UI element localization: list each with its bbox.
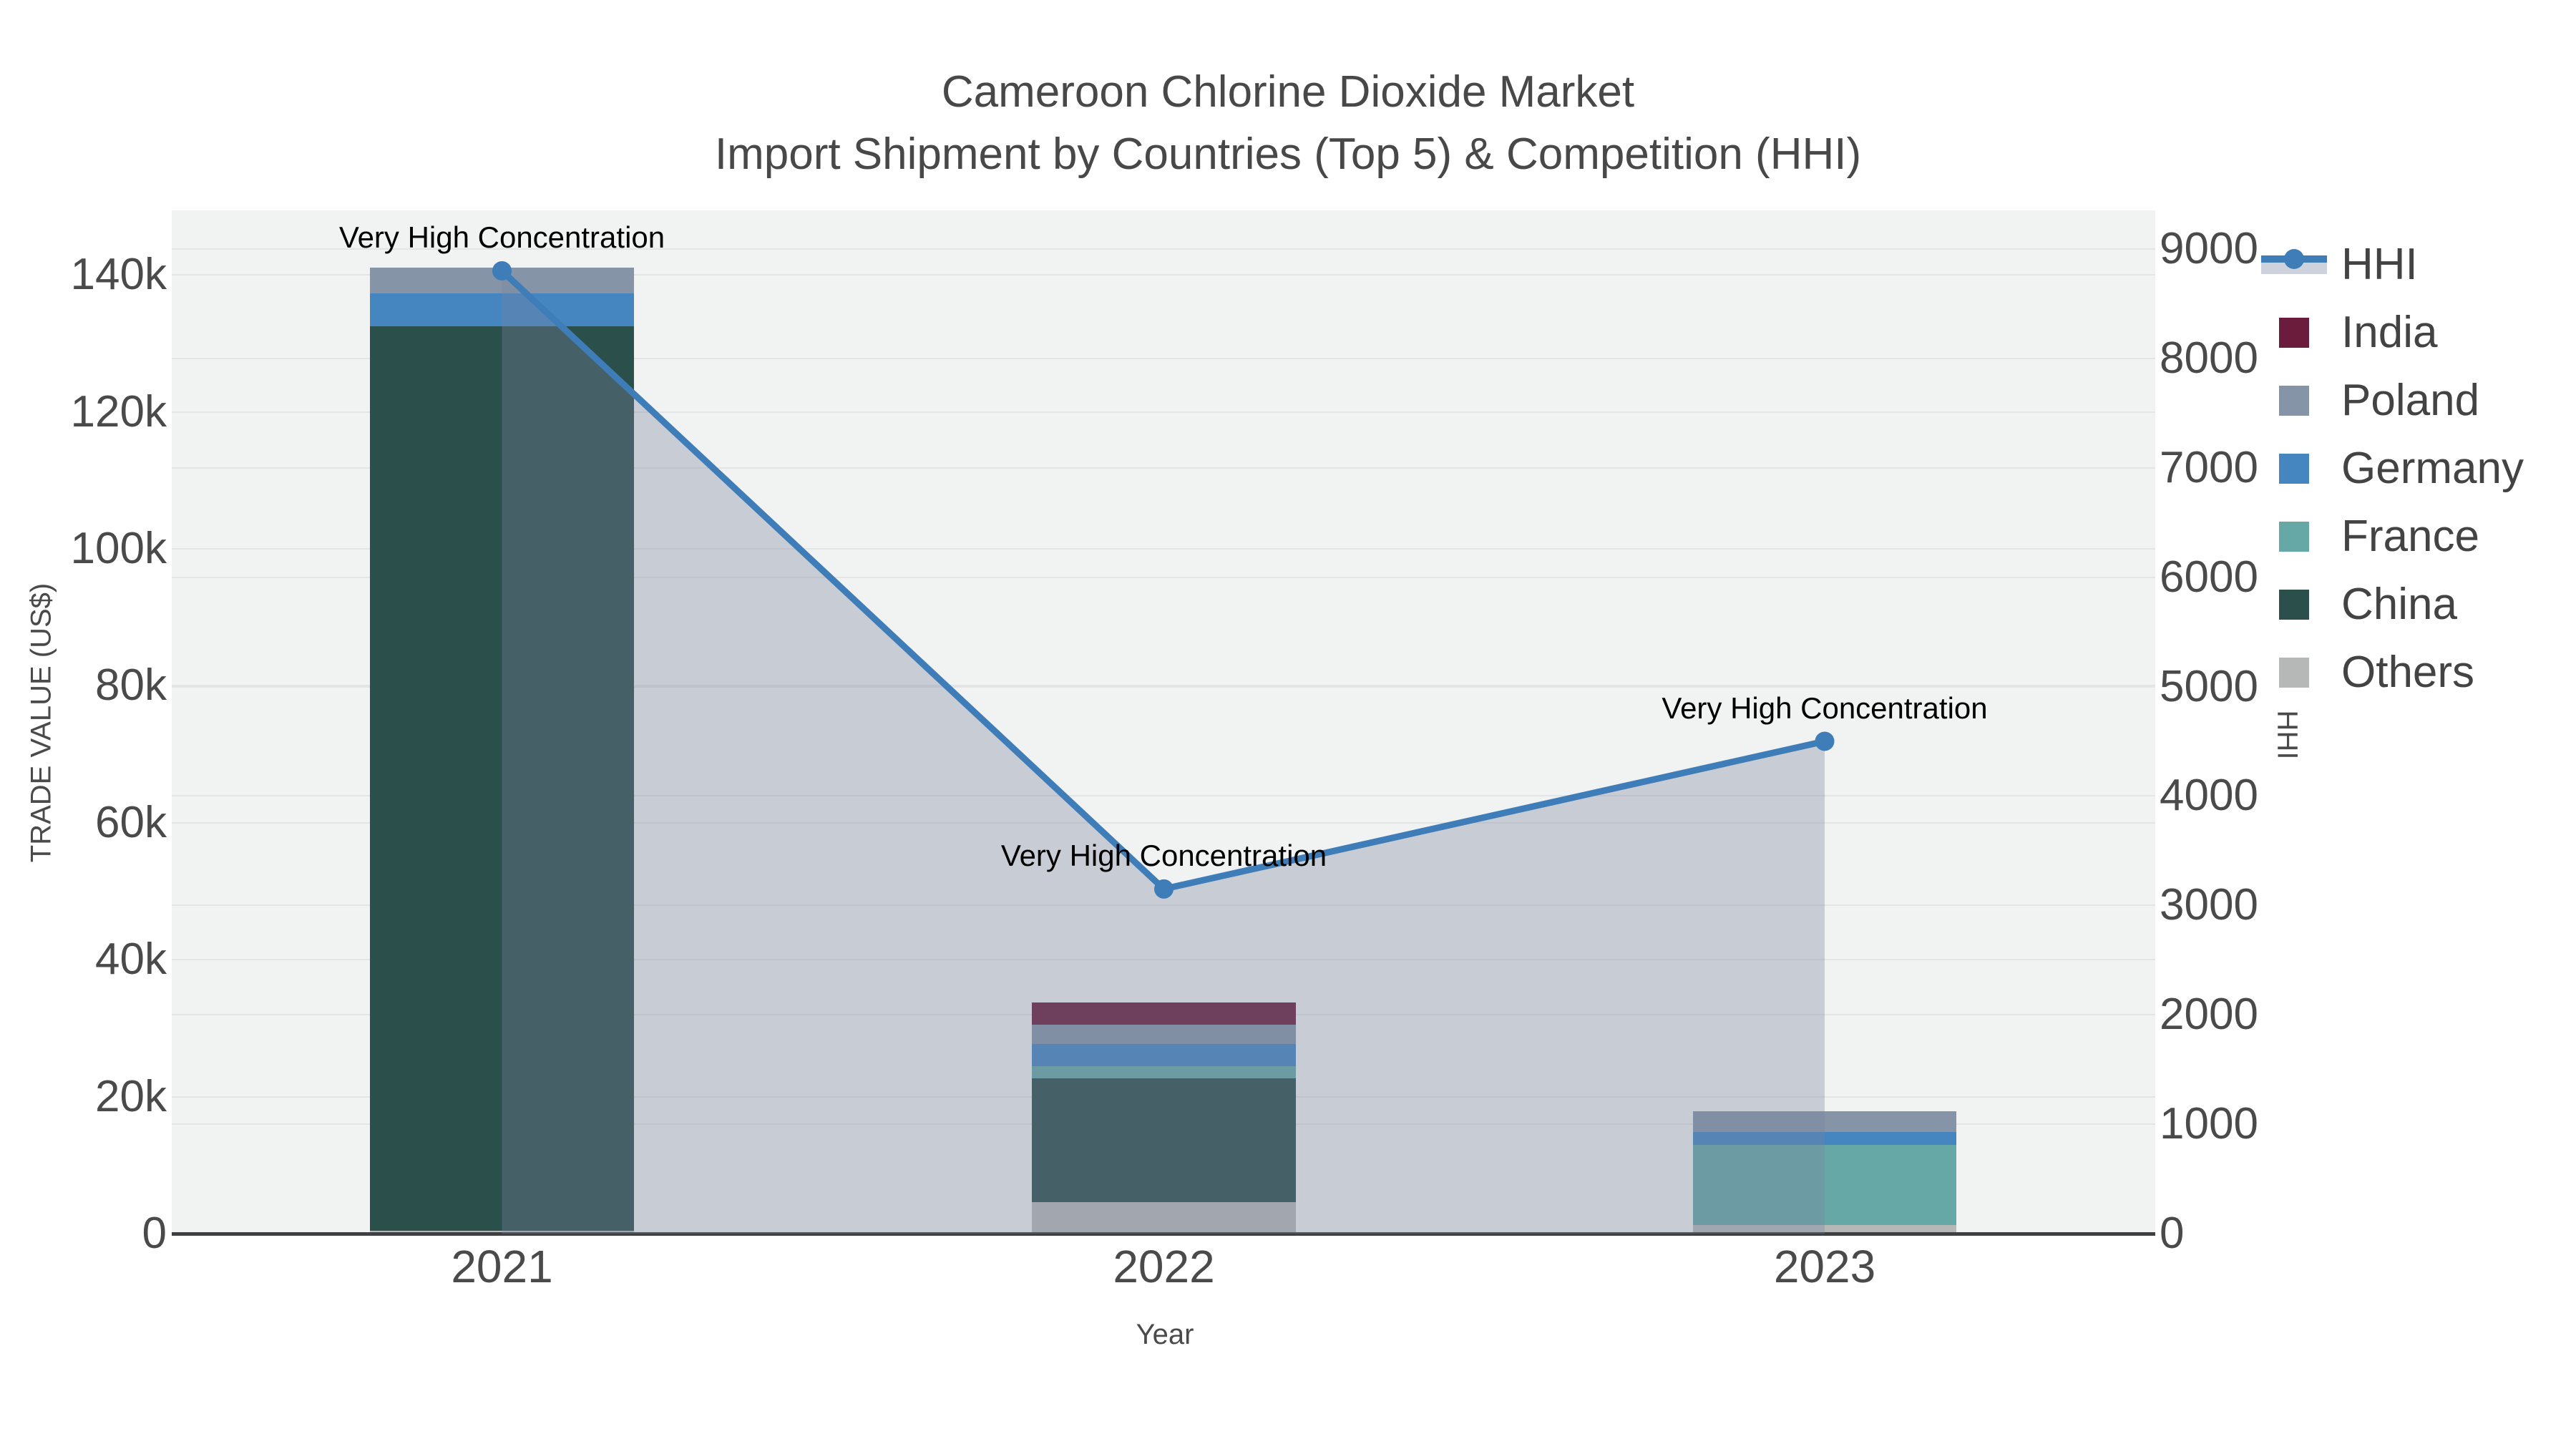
others-swatch-icon [2261,657,2327,688]
x-axis-line [172,1231,2155,1236]
legend-label: Poland [2341,376,2480,425]
gridline-right-3000 [172,904,2155,907]
x-axis-title: Year [1136,1319,1194,1350]
left-tick-80k: 80k [95,660,167,711]
right-tick-9000: 9000 [2160,223,2258,273]
legend-item-china[interactable]: China [2261,570,2524,638]
chart-title-line2: Import Shipment by Countries (Top 5) & C… [714,130,1862,179]
legend: HHI India Poland Germany France China Others [2261,230,2524,706]
bar-segment-germany-2021 [370,293,634,327]
left-tick-100k: 100k [70,524,167,573]
legend-label: Germany [2341,444,2524,493]
right-tick-6000: 6000 [2160,552,2258,602]
bar-segment-germany-2022 [1032,1043,1296,1066]
legend-item-poland[interactable]: Poland [2261,366,2524,434]
legend-item-germany[interactable]: Germany [2261,434,2524,502]
left-axis-title: TRADE VALUE (US$) [25,582,57,863]
legend-item-hhi[interactable]: HHI [2261,230,2524,298]
right-tick-8000: 8000 [2160,333,2258,383]
gridline-left-40000 [172,959,2155,961]
annotation-2023: Very High Concentration [1662,691,1988,725]
right-tick-7000: 7000 [2160,442,2258,492]
left-tick-120k: 120k [70,386,167,436]
right-axis-title: HHI [2271,710,2303,760]
legend-label: HHI [2341,240,2418,289]
annotation-2021: Very High Concentration [338,220,665,255]
left-tick-60k: 60k [95,797,167,847]
bar-segment-poland-2021 [370,268,634,293]
hhi-line-swatch-icon [2261,248,2327,274]
bar-segment-germany-2023 [1692,1132,1957,1145]
bar-segment-china-2021 [370,326,634,1231]
right-tick-1000: 1000 [2160,1099,2258,1149]
bar-segment-poland-2022 [1032,1025,1296,1044]
left-tick-0: 0 [142,1209,167,1258]
india-swatch-icon [2261,317,2327,348]
france-swatch-icon [2261,521,2327,552]
legend-item-france[interactable]: France [2261,502,2524,570]
annotation-2022: Very High Concentration [1000,839,1327,873]
bar-segment-france-2023 [1692,1144,1957,1225]
x-tick-2023: 2023 [1773,1241,1876,1292]
right-tick-3000: 3000 [2160,880,2258,930]
legend-label: India [2341,308,2438,357]
right-tick-5000: 5000 [2160,661,2258,711]
legend-label: Others [2341,648,2475,697]
right-tick-0: 0 [2160,1209,2185,1258]
gridline-right-9000 [172,248,2155,250]
bar-segment-others-2023 [1692,1224,1957,1234]
legend-label: France [2341,512,2479,561]
left-tick-140k: 140k [70,250,167,300]
left-tick-40k: 40k [95,935,167,985]
china-swatch-icon [2261,589,2327,620]
x-tick-2022: 2022 [1113,1241,1215,1292]
bar-segment-china-2022 [1032,1078,1296,1202]
bar-segment-france-2022 [1032,1065,1296,1078]
poland-swatch-icon [2261,385,2327,416]
legend-item-others[interactable]: Others [2261,638,2524,706]
chart-title-line1: Cameroon Chlorine Dioxide Market [941,67,1635,117]
legend-item-india[interactable]: India [2261,298,2524,366]
bar-segment-india-2022 [1032,1002,1296,1025]
right-tick-2000: 2000 [2160,990,2258,1040]
right-tick-4000: 4000 [2160,771,2258,821]
bar-segment-others-2022 [1032,1201,1296,1234]
legend-label: China [2341,580,2457,629]
left-tick-20k: 20k [95,1071,167,1121]
bar-segment-poland-2023 [1692,1111,1957,1133]
x-tick-2021: 2021 [451,1241,553,1292]
germany-swatch-icon [2261,453,2327,484]
